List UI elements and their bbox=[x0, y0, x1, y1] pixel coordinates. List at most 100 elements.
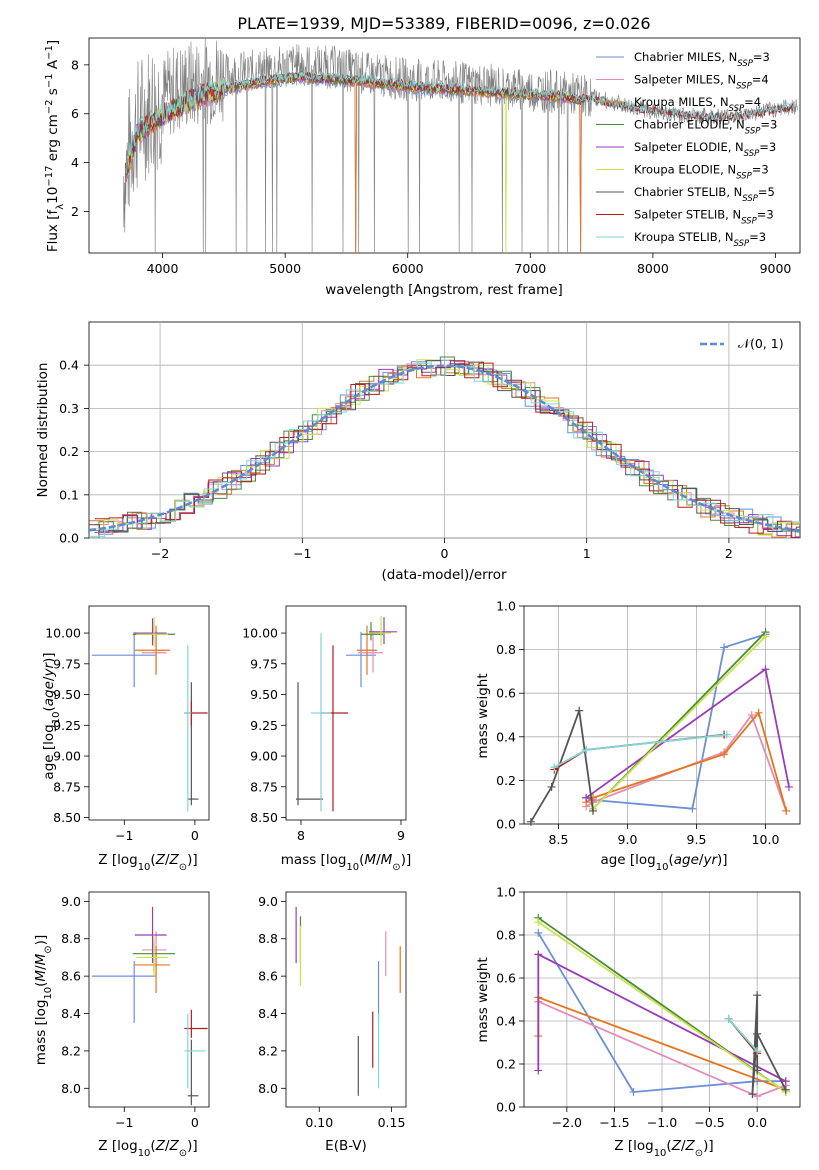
mwZ-marker-salp_miles bbox=[753, 1092, 762, 1101]
ageM-xlabel: mass [log10(M/M⊙)] bbox=[281, 852, 411, 873]
spectrum-ytick-label: 2 bbox=[71, 204, 79, 219]
residual-xtick-label: −2 bbox=[151, 546, 169, 561]
mwZ-marker-krou_elodie bbox=[534, 918, 543, 927]
mZ-ytick-label: 8.0 bbox=[61, 1081, 81, 1096]
ageM-xtick-label: 8 bbox=[297, 828, 305, 843]
mwZ-ylabel: mass weight bbox=[475, 957, 491, 1042]
mE-ytick-label: 8.8 bbox=[258, 931, 278, 946]
mwAge-ytick-label: 0.8 bbox=[496, 642, 516, 657]
residual-ytick-label: 0.3 bbox=[59, 401, 79, 416]
spectrum-ylabel: Flux [fλ10−17 erg cm−2 s−1 A−1] bbox=[44, 40, 66, 252]
mwAge-frame bbox=[523, 605, 801, 825]
mwZ-marker-salp_elodie bbox=[534, 950, 543, 959]
mwZ-ytick-label: 0.0 bbox=[496, 1100, 516, 1115]
mwZ-marker-salp_elodie bbox=[781, 1077, 790, 1086]
mwAge-xlabel: age [log10(age/yr)] bbox=[600, 852, 727, 873]
mZ-xtick-label: −1 bbox=[115, 1115, 133, 1130]
residual-ytick-label: 0.0 bbox=[59, 531, 79, 546]
spectrum-xtick-label: 6000 bbox=[392, 261, 424, 276]
ageM-frame bbox=[285, 605, 407, 821]
spectrum-xtick-label: 9000 bbox=[760, 261, 792, 276]
ageZ-ytick-label: 9.25 bbox=[53, 718, 81, 733]
mwAge-marker-krou_miles bbox=[754, 708, 763, 717]
mwZ-ytick-label: 0.4 bbox=[496, 1014, 516, 1029]
ageZ-ytick-label: 9.75 bbox=[53, 656, 81, 671]
mwZ-xtick-label: 0.0 bbox=[747, 1115, 767, 1130]
mwAge-line-krou_elodie bbox=[592, 635, 767, 810]
mwZ-ytick-label: 1.0 bbox=[496, 885, 516, 900]
mwAge-ytick-label: 0.4 bbox=[496, 729, 516, 744]
mwAge-marker-salp_elodie bbox=[784, 782, 793, 791]
mwZ-ytick-label: 0.8 bbox=[496, 928, 516, 943]
mwAge-marker-krou_stelib bbox=[582, 745, 591, 754]
mE-xlabel: E(B-V) bbox=[325, 1138, 367, 1154]
residual-hist-krou_elodie bbox=[89, 359, 800, 536]
residual-legend: 𝒩(0, 1) bbox=[700, 336, 784, 351]
mwZ-ytick-label: 0.6 bbox=[496, 971, 516, 986]
mwAge-marker-chab_miles bbox=[688, 804, 697, 813]
mE-ytick-label: 8.6 bbox=[258, 969, 278, 984]
mZ-ytick-label: 8.2 bbox=[61, 1043, 81, 1058]
mwAge-marker-chab_stelib bbox=[526, 817, 535, 826]
mwAge-marker-salp_elodie bbox=[761, 665, 770, 674]
mwAge-marker-krou_miles bbox=[782, 806, 791, 815]
ageM-ytick-label: 9.25 bbox=[250, 718, 278, 733]
ageZ-ylabel: age [log10(age/yr)] bbox=[41, 652, 62, 779]
mwZ-ytick-label: 0.2 bbox=[496, 1057, 516, 1072]
mwAge-ytick-label: 1.0 bbox=[496, 599, 516, 614]
spectrum-data-line bbox=[123, 38, 798, 253]
spectrum-xtick-label: 8000 bbox=[637, 261, 669, 276]
mwAge-marker-chab_miles bbox=[720, 643, 729, 652]
mwAge-ytick-label: 0.0 bbox=[496, 817, 516, 832]
mE-xtick-label: 0.15 bbox=[378, 1115, 406, 1130]
mwZ-marker-chab_stelib bbox=[781, 1085, 790, 1094]
ageM-ytick-label: 9.00 bbox=[250, 749, 278, 764]
mwZ-xtick-label: −2.0 bbox=[552, 1115, 582, 1130]
mwZ-marker-chab_miles bbox=[534, 928, 543, 937]
mwZ-marker-chab_stelib bbox=[753, 1066, 762, 1075]
legend-label-chab_miles: Chabrier MILES, NSSP=3 bbox=[634, 50, 770, 69]
mwAge-xtick-label: 9.5 bbox=[687, 832, 707, 847]
mwZ-xtick-label: −1.5 bbox=[599, 1115, 629, 1130]
ageM-ytick-label: 8.50 bbox=[250, 810, 278, 825]
spectrum-xtick-label: 5000 bbox=[269, 261, 301, 276]
spectrum-legend: Chabrier MILES, NSSP=3 Salpeter MILES, NS… bbox=[596, 50, 777, 249]
residual-xtick-label: 0 bbox=[441, 546, 449, 561]
mZ-ytick-label: 8.4 bbox=[61, 1006, 81, 1021]
residual-ytick-label: 0.4 bbox=[59, 358, 79, 373]
mE-ytick-label: 8.0 bbox=[258, 1081, 278, 1096]
mwAge-ylabel: mass weight bbox=[475, 673, 491, 758]
mwZ-marker-chab_stelib bbox=[748, 1090, 757, 1099]
residual-hist-salp_elodie bbox=[94, 363, 800, 538]
spectrum-ytick-label: 4 bbox=[71, 155, 79, 170]
mwZ-xtick-label: −1.0 bbox=[647, 1115, 677, 1130]
residual-hist-salp_miles bbox=[94, 363, 800, 538]
mwZ-marker-salp_elodie bbox=[534, 1066, 543, 1075]
mwZ-marker-chab_stelib bbox=[753, 991, 762, 1000]
ageM-ytick-label: 9.50 bbox=[250, 687, 278, 702]
mwAge-xtick-label: 9.0 bbox=[618, 832, 638, 847]
mwAge-marker-krou_elodie bbox=[761, 632, 770, 641]
mwAge-line-salp_miles bbox=[585, 713, 788, 812]
age-vs-mass-panel: 8 9 8.50 8.75 9.00 9.25 9.50 9.75 10.00 bbox=[242, 605, 407, 843]
ageZ-ytick-label: 8.75 bbox=[53, 779, 81, 794]
residual-hist-salp_stelib bbox=[94, 360, 800, 538]
legend-label-krou_stelib: Kroupa STELIB, NSSP=3 bbox=[634, 230, 766, 249]
residual-xtick-label: 2 bbox=[725, 546, 733, 561]
mwAge-marker-chab_stelib bbox=[547, 782, 556, 791]
ageM-ytick-label: 10.00 bbox=[242, 626, 278, 641]
mZ-xlabel: Z [log10(Z/Z⊙)] bbox=[98, 1138, 197, 1159]
ageZ-xtick-label: 0 bbox=[191, 828, 199, 843]
mwZ-marker-krou_stelib bbox=[724, 1014, 733, 1023]
spectrum-xtick-label: 7000 bbox=[514, 261, 546, 276]
spectrum-ytick-label: 8 bbox=[71, 57, 79, 72]
residual-xtick-label: −1 bbox=[293, 546, 311, 561]
spectrum-panel: PLATE=1939, MJD=53389, FIBERID=0096, z=0… bbox=[44, 14, 801, 298]
ageZ-xlabel: Z [log10(Z/Z⊙)] bbox=[98, 852, 197, 873]
mZ-ytick-label: 8.8 bbox=[61, 931, 81, 946]
massweight-vs-metallicity-panel: −2.0 −1.5 −1.0 −0.5 0.0 0.0 0.2 0.4 0.6 0.8 1.0 bbox=[496, 885, 801, 1130]
mwZ-marker-chab_stelib bbox=[753, 1029, 762, 1038]
residual-hist-krou_stelib bbox=[90, 362, 800, 537]
mwAge-marker-salp_elodie bbox=[582, 793, 591, 802]
